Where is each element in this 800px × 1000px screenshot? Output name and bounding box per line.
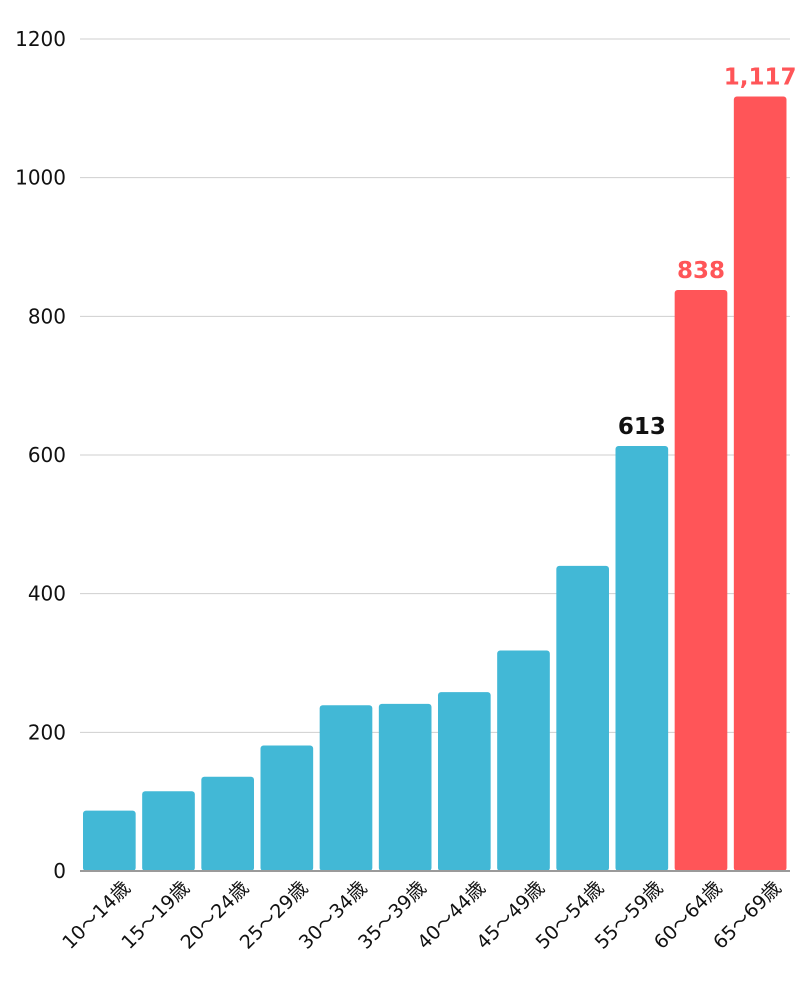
bar <box>497 650 550 871</box>
bar <box>438 692 491 871</box>
data-labels: 613 838 1,117 <box>618 65 797 440</box>
bar <box>83 810 136 871</box>
bar <box>260 745 314 871</box>
bar <box>615 445 669 871</box>
bar <box>142 791 195 871</box>
y-tick-label: 600 <box>28 443 66 467</box>
y-tick-label: 1200 <box>15 27 66 51</box>
y-tick-label: 1000 <box>15 166 66 190</box>
y-tick-label: 400 <box>28 582 66 606</box>
bar <box>319 705 373 871</box>
y-axis-ticks: 0 200 400 600 800 1000 1200 <box>15 27 66 883</box>
y-tick-label: 200 <box>28 720 66 744</box>
bars <box>83 96 787 871</box>
bar <box>201 776 254 871</box>
data-label: 1,117 <box>724 65 797 91</box>
data-label: 838 <box>677 258 725 284</box>
bar <box>733 96 787 871</box>
bar <box>674 289 728 871</box>
x-axis-ticks: 10〜14歳15〜19歳20〜24歳25〜29歳30〜34歳35〜39歳40〜4… <box>58 877 785 954</box>
bar <box>378 703 432 871</box>
y-tick-label: 0 <box>53 859 66 883</box>
y-tick-label: 800 <box>28 304 66 328</box>
bar <box>556 565 609 871</box>
gridlines <box>80 38 790 733</box>
data-label: 613 <box>618 414 666 440</box>
